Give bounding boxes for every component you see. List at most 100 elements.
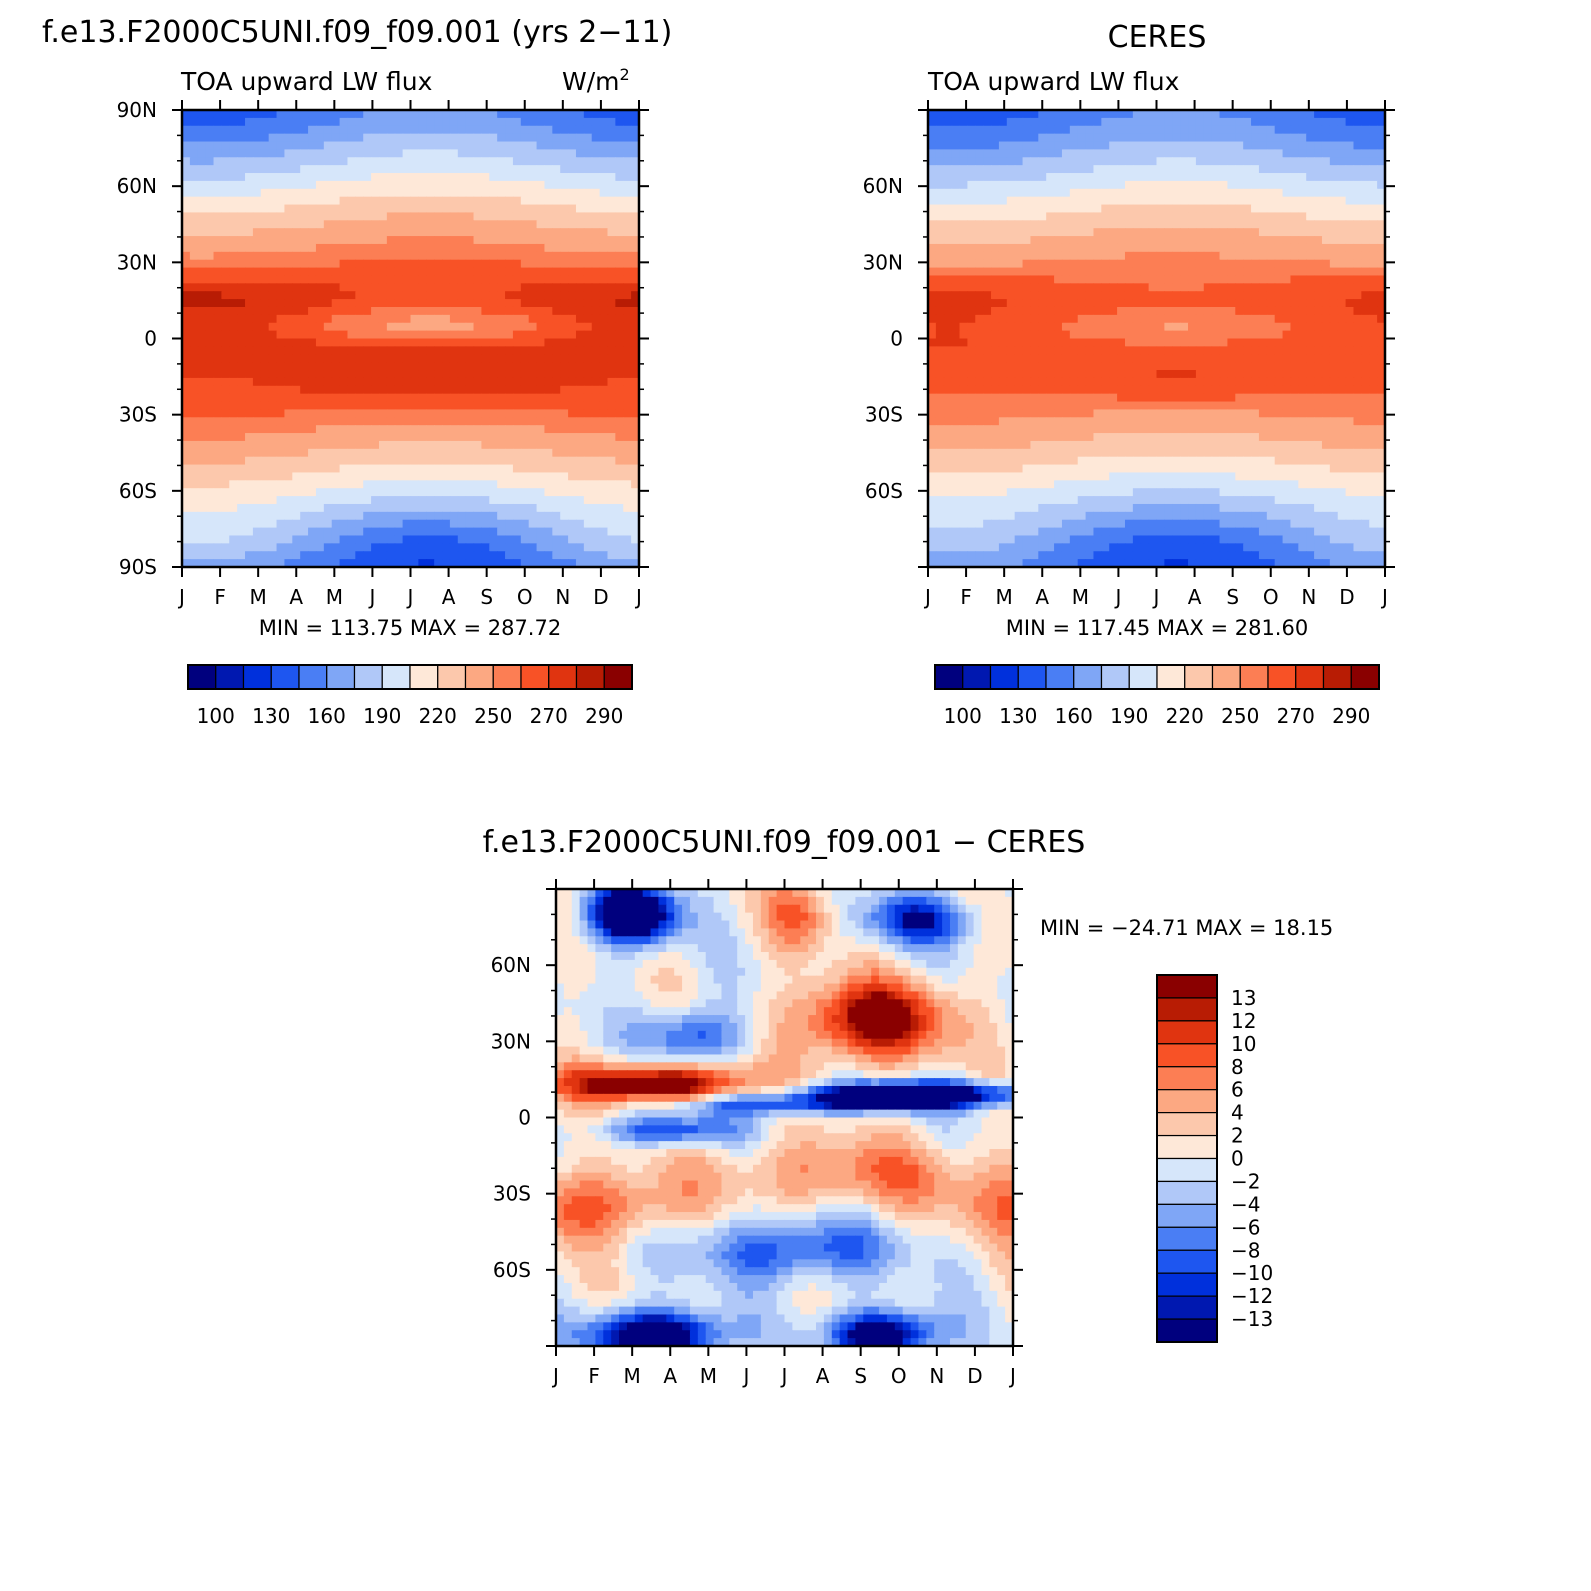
- contour-cell: [205, 519, 215, 529]
- contour-cell: [951, 259, 961, 269]
- contour-cell: [505, 535, 514, 544]
- contour-cell: [1203, 243, 1213, 253]
- contour-cell: [276, 228, 286, 237]
- contour-cell: [1353, 173, 1362, 182]
- contour-cell: [205, 196, 215, 206]
- contour-cell: [1274, 236, 1284, 245]
- contour-cell: [371, 228, 380, 237]
- contour-cell: [378, 559, 388, 567]
- contour-cell: [623, 472, 632, 481]
- contour-cell: [245, 306, 254, 316]
- contour-cell: [512, 456, 522, 466]
- contour-cell: [497, 551, 506, 560]
- contour-cell: [252, 393, 262, 403]
- contour-cell: [1321, 157, 1331, 166]
- contour-cell: [457, 275, 467, 284]
- contour-cell: [205, 228, 215, 237]
- contour-cell: [245, 440, 254, 450]
- contour-cell: [237, 188, 246, 198]
- contour-cell: [457, 267, 467, 277]
- contour-cell: [1101, 267, 1110, 277]
- contour-cell: [418, 299, 427, 308]
- contour-cell: [536, 527, 546, 537]
- contour-cell: [1022, 117, 1032, 127]
- contour-cell: [481, 511, 490, 521]
- contour-cell: [339, 228, 349, 237]
- contour-cell: [560, 456, 569, 466]
- contour-cell: [323, 393, 333, 403]
- contour-cell: [268, 330, 278, 340]
- contour-cell: [1061, 133, 1071, 143]
- contour-cell: [552, 519, 561, 529]
- contour-cell: [951, 267, 961, 277]
- contour-cell: [536, 275, 546, 284]
- contour-cell: [1054, 141, 1063, 150]
- contour-cell: [1140, 117, 1150, 127]
- contour-cell: [1109, 173, 1118, 182]
- contour-cell: [1266, 236, 1276, 245]
- contour-cell: [935, 251, 945, 261]
- contour-cell: [1377, 117, 1385, 127]
- contour-cell: [1172, 157, 1181, 166]
- contour-cell: [284, 346, 293, 355]
- contour-cell: [512, 559, 522, 567]
- contour-cell: [331, 559, 341, 567]
- contour-cell: [418, 543, 427, 552]
- contour-cell: [363, 299, 372, 308]
- contour-cell: [536, 480, 546, 489]
- contour-cell: [1361, 117, 1370, 127]
- contour-cell: [339, 291, 349, 300]
- contour-cell: [402, 472, 412, 481]
- contour-cell: [418, 251, 427, 261]
- contour-cell: [410, 488, 419, 497]
- contour-cell: [260, 409, 270, 418]
- contour-cell: [591, 511, 601, 521]
- contour-cell: [1132, 243, 1142, 253]
- contour-cell: [442, 440, 451, 450]
- contour-cell: [394, 251, 404, 261]
- contour-cell: [442, 157, 451, 166]
- contour-cell: [292, 401, 301, 411]
- contour-cell: [442, 464, 451, 474]
- contour-cell: [1282, 220, 1292, 229]
- contour-cell: [599, 511, 609, 521]
- contour-cell: [300, 314, 309, 324]
- contour-cell: [237, 149, 246, 158]
- contour-cell: [1014, 165, 1024, 174]
- contour-cell: [1140, 180, 1150, 190]
- contour-cell: [308, 306, 317, 316]
- contour-cell: [229, 228, 238, 237]
- contour-cell: [489, 535, 498, 544]
- contour-cell: [378, 519, 388, 529]
- contour-cell: [363, 488, 372, 497]
- contour-cell: [442, 306, 451, 316]
- contour-cell: [465, 393, 475, 403]
- contour-cell: [512, 330, 522, 340]
- contour-cell: [442, 196, 451, 206]
- contour-cell: [983, 275, 992, 284]
- contour-cell: [386, 291, 396, 300]
- contour-cell: [497, 511, 506, 521]
- contour-cell: [489, 149, 498, 158]
- contour-cell: [528, 251, 538, 261]
- contour-cell: [363, 433, 372, 442]
- contour-cell: [449, 519, 459, 529]
- contour-cell: [1109, 141, 1118, 150]
- contour-cell: [276, 133, 286, 143]
- contour-cell: [520, 559, 530, 567]
- contour-cell: [1069, 236, 1079, 245]
- contour-cell: [449, 551, 459, 560]
- contour-cell: [575, 535, 585, 544]
- contour-cell: [347, 488, 356, 497]
- contour-cell: [1038, 204, 1047, 214]
- contour-cell: [315, 330, 325, 340]
- contour-cell: [1243, 291, 1252, 300]
- contour-cell: [347, 117, 356, 127]
- contour-cell: [568, 393, 577, 403]
- contour-cell: [189, 165, 199, 174]
- contour-cell: [245, 464, 254, 474]
- contour-cell: [560, 385, 569, 395]
- contour-cell: [434, 173, 443, 182]
- contour-cell: [213, 519, 222, 529]
- contour-cell: [1298, 133, 1307, 143]
